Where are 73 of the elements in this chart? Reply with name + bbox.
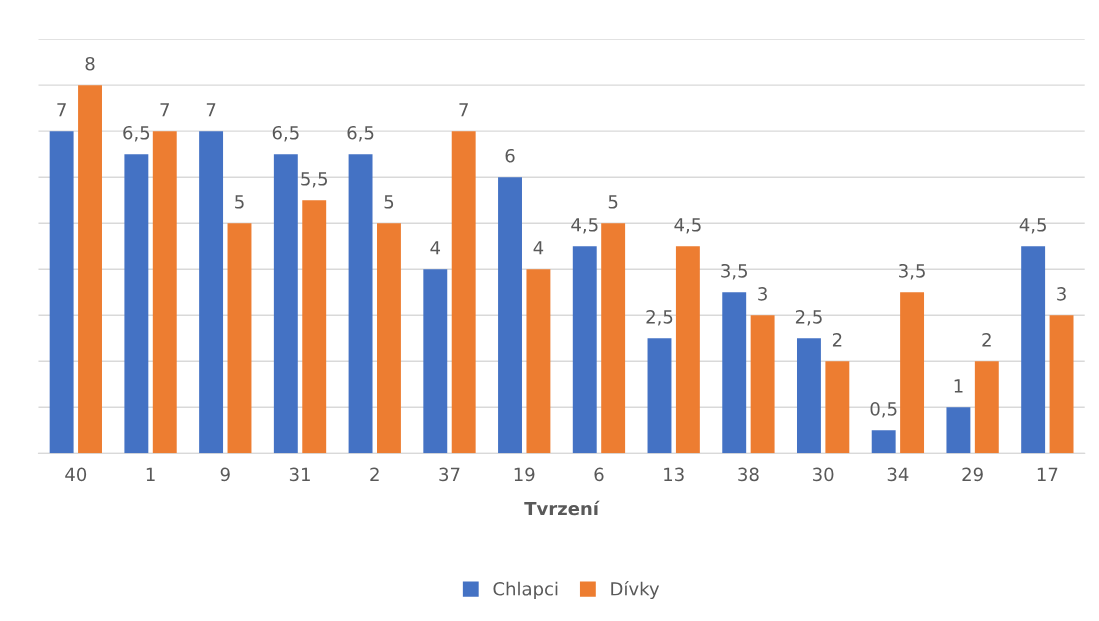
bar [348,154,373,454]
bar [601,223,626,454]
bar [124,154,149,454]
bar [946,407,971,454]
x-tick-label: 30 [813,467,834,482]
data-label: 4 [533,241,544,255]
bar [900,292,925,454]
data-label: 8 [85,56,95,71]
bar [451,131,476,454]
data-label: 7 [57,103,66,117]
bar [377,223,401,454]
data-label: 3 [1057,286,1066,301]
data-label: 6,5 [123,125,150,142]
x-tick-label: 31 [289,467,310,482]
bar [152,131,177,454]
x-tick-label: 40 [65,467,87,482]
bar [675,246,700,454]
x-tick-label: 34 [887,467,909,482]
data-label: 6,5 [347,125,374,142]
x-tick-label: 13 [664,467,684,482]
bar [1049,315,1074,454]
bar [199,131,224,454]
data-label: 6,5 [272,125,299,142]
data-label: 1 [954,379,963,393]
data-label: 2,5 [646,310,673,326]
data-label: 0,5 [870,402,897,418]
data-label: 7 [206,103,216,117]
bar [1021,246,1046,454]
bar [722,292,747,454]
x-tick-label: 19 [514,467,535,482]
bar [302,200,327,454]
data-label: 4,5 [571,218,598,234]
data-label: 4 [430,241,441,255]
data-label: 5 [384,195,394,209]
x-tick-label: 37 [439,467,460,482]
x-tick-label: 17 [1037,467,1058,481]
bar [526,269,551,454]
x-tick-label: 1 [146,467,155,481]
x-axis-title: Tvrzení [524,500,600,516]
bar [974,361,999,454]
bar [871,430,896,454]
data-label: 2,5 [795,310,822,326]
bar [572,246,597,454]
data-label: 6 [505,148,515,163]
bar [78,85,102,454]
data-label: 7 [459,103,468,117]
bar [273,154,298,454]
bar [750,315,775,454]
data-label: 5 [235,195,244,209]
legend-label: Chlapci [493,581,558,600]
data-label: 3 [758,286,767,301]
data-label: 3,5 [721,263,747,280]
x-tick-label: 2 [370,467,379,481]
data-label: 7 [160,103,169,117]
x-tick-label: 38 [738,467,759,482]
data-label: 5,5 [301,172,328,188]
data-label: 4,5 [674,218,701,234]
x-tick-label: 29 [962,467,983,482]
bar [796,338,821,454]
legend-label: Dívky [611,580,660,600]
x-tick-label: 6 [594,467,604,482]
bar [647,338,672,454]
data-label: 2 [832,333,842,347]
bar [49,131,74,454]
data-label: 4,5 [1019,218,1046,234]
bar [227,223,252,454]
bar [423,269,448,454]
data-label: 3,5 [899,263,925,280]
data-label: 2 [982,333,991,347]
bar [498,177,522,454]
data-label: 5 [608,195,618,209]
bar [825,361,850,454]
x-tick-label: 9 [220,467,230,482]
